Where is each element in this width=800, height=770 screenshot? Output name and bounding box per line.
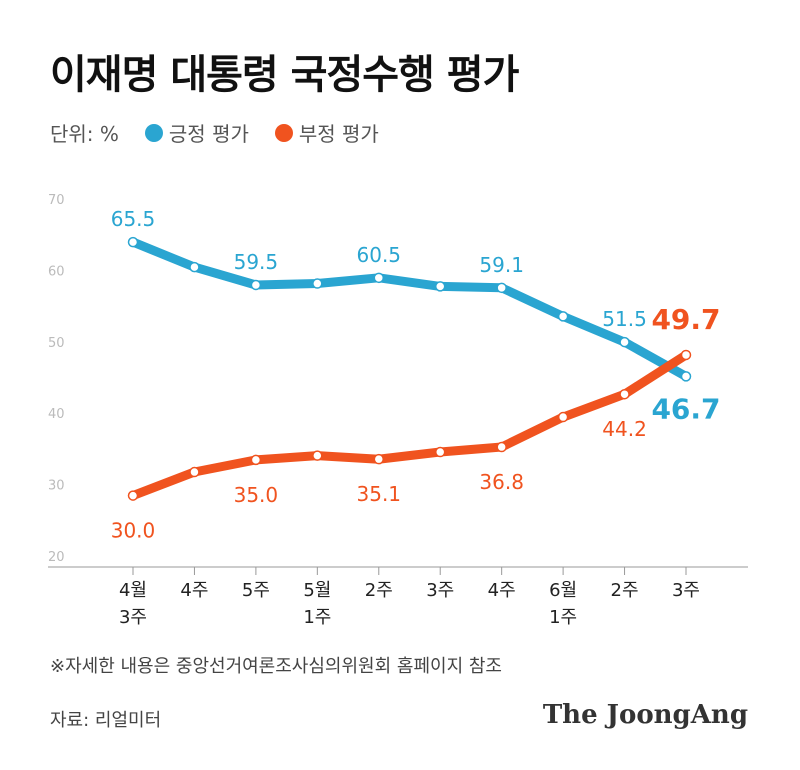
data-point-0: [557, 311, 569, 322]
legend-label-negative: 부정 평가: [298, 122, 379, 146]
data-point-0: [189, 261, 200, 273]
data-point-1: [127, 490, 139, 501]
legend-dot-negative-icon: [274, 123, 293, 142]
x-tick-label: 5주: [242, 580, 270, 601]
data-label-0: 60.5: [357, 243, 402, 267]
chart-title: 이재명 대통령 국정수행 평가: [50, 52, 519, 98]
data-point-0: [680, 371, 692, 382]
data-label-1: 36.8: [479, 470, 524, 494]
data-point-0: [619, 336, 630, 348]
data-point-0: [496, 282, 507, 294]
data-label-0: 59.5: [234, 250, 279, 274]
x-tick-label: 2주: [611, 580, 639, 601]
y-tick-label: 40: [48, 407, 65, 422]
data-point-0: [373, 272, 385, 284]
x-tick-label: 3주: [119, 607, 147, 628]
data-label-1: 44.2: [602, 417, 647, 441]
data-point-0: [434, 281, 446, 292]
line-chart: 20 30 40 50 60 70 4월 3주 4주 5주 5월 1주 2주 3주 4주 6월 1주 2주 3주 65…: [48, 193, 748, 628]
data-point-1: [373, 453, 385, 465]
series-line-1: [128, 350, 691, 501]
data-label-0: 51.5: [602, 307, 647, 331]
legend-item-positive: 긍정 평가: [144, 118, 249, 147]
x-tick-label: 3주: [426, 580, 454, 601]
data-point-0: [312, 278, 323, 289]
data-point-1: [496, 441, 507, 453]
y-tick-label: 70: [48, 193, 65, 208]
data-label-1: 49.7: [651, 303, 720, 336]
x-tick-label: 6월: [549, 580, 577, 601]
data-point-1: [434, 446, 446, 458]
legend: 단위: % 긍정 평가 부정 평가: [50, 118, 379, 147]
data-point-1: [312, 450, 323, 461]
data-point-1: [557, 411, 569, 423]
data-label-0: 46.7: [651, 392, 720, 425]
data-point-1: [250, 454, 262, 466]
x-tick-label: 1주: [303, 607, 331, 628]
x-tick-label: 4주: [488, 580, 516, 601]
data-point-0: [250, 279, 262, 291]
x-tick-label: 1주: [549, 607, 577, 628]
legend-item-negative: 부정 평가: [274, 118, 379, 147]
footnote: ※자세한 내용은 중앙선거여론조사심의위원회 홈페이지 참조: [50, 656, 502, 677]
data-label-0: 59.1: [479, 253, 524, 277]
y-tick-label: 50: [48, 336, 65, 351]
series-line-0: [128, 237, 691, 381]
data-label-1: 30.0: [111, 519, 156, 543]
data-point-1: [619, 388, 630, 400]
y-tick-label: 20: [48, 550, 65, 565]
x-tick-label: 3주: [672, 580, 700, 601]
data-point-1: [189, 466, 200, 478]
y-tick-label: 60: [48, 264, 65, 279]
legend-dot-positive-icon: [144, 123, 163, 142]
data-label-0: 65.5: [111, 207, 156, 231]
x-tick-label: 2주: [365, 580, 393, 601]
data-point-1: [680, 349, 692, 361]
data-label-1: 35.0: [234, 483, 279, 507]
brand-logo: The JoongAng: [542, 700, 748, 730]
x-tick-label: 4주: [180, 580, 208, 601]
source-label: 자료: 리얼미터: [50, 710, 162, 731]
data-label-1: 35.1: [357, 482, 402, 506]
x-tick-label: 5월: [303, 580, 331, 601]
unit-label: 단위: %: [50, 122, 119, 146]
data-point-0: [127, 236, 139, 248]
x-tick-label: 4월: [119, 580, 147, 601]
legend-label-positive: 긍정 평가: [168, 122, 249, 146]
y-tick-label: 30: [48, 479, 65, 494]
